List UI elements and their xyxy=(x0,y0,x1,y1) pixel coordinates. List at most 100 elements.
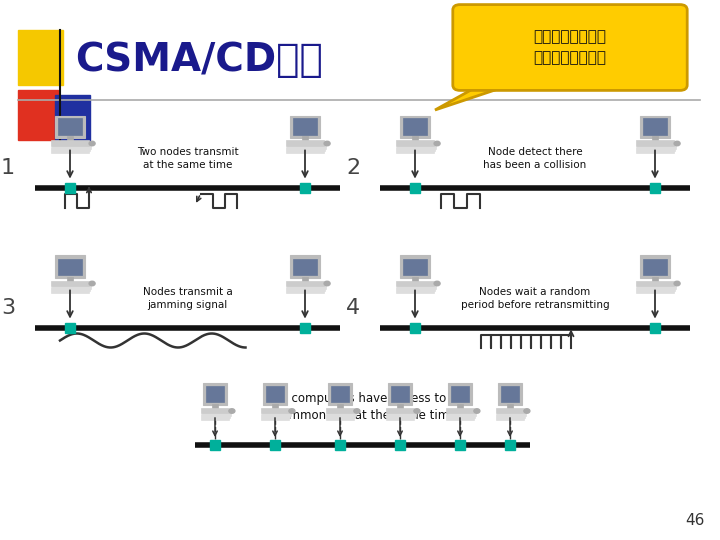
Bar xyxy=(289,116,320,138)
Bar xyxy=(505,440,515,450)
Bar xyxy=(212,404,217,409)
Bar xyxy=(66,137,73,141)
Bar xyxy=(455,440,465,450)
Bar xyxy=(639,143,675,148)
Bar xyxy=(289,255,320,278)
Bar xyxy=(210,440,220,450)
Bar xyxy=(412,276,418,281)
Bar xyxy=(446,412,475,418)
Bar xyxy=(637,285,675,291)
Bar xyxy=(53,282,91,288)
Bar xyxy=(397,145,435,151)
Text: Node detect there
has been a collision: Node detect there has been a collision xyxy=(483,147,587,170)
Bar xyxy=(53,143,91,148)
FancyBboxPatch shape xyxy=(453,5,687,90)
Bar xyxy=(18,90,58,140)
Bar xyxy=(261,412,290,418)
Text: Nodes wait a random
period before retransmitting: Nodes wait a random period before retran… xyxy=(461,287,609,309)
Bar xyxy=(403,118,427,134)
Text: 4: 4 xyxy=(346,298,360,318)
Bar xyxy=(51,146,89,152)
Bar xyxy=(288,143,325,148)
Bar xyxy=(261,408,289,413)
Circle shape xyxy=(434,141,440,146)
Bar xyxy=(51,140,89,145)
Bar xyxy=(412,137,418,141)
Circle shape xyxy=(434,281,440,286)
Bar xyxy=(398,143,436,148)
Bar xyxy=(263,410,292,416)
Bar xyxy=(53,145,90,151)
Bar xyxy=(495,414,524,420)
Bar xyxy=(300,322,310,333)
Bar xyxy=(410,322,420,333)
Bar xyxy=(293,259,317,274)
Text: Nodes transmit a
jamming signal: Nodes transmit a jamming signal xyxy=(143,287,233,309)
Bar xyxy=(272,404,278,409)
Bar xyxy=(328,383,351,405)
Bar xyxy=(202,412,230,418)
Bar xyxy=(66,276,73,281)
Bar xyxy=(203,410,231,416)
Bar xyxy=(338,404,343,409)
Circle shape xyxy=(474,409,480,413)
Bar xyxy=(203,383,227,405)
Bar xyxy=(636,140,674,145)
Bar xyxy=(335,440,345,450)
Bar xyxy=(639,255,670,278)
Bar xyxy=(55,255,85,278)
Bar xyxy=(287,146,324,152)
Bar xyxy=(287,287,324,293)
Bar xyxy=(410,183,420,192)
Bar xyxy=(396,140,433,145)
Bar xyxy=(652,137,658,141)
Bar xyxy=(391,386,409,402)
Bar xyxy=(288,282,325,288)
Bar xyxy=(637,145,675,151)
Bar xyxy=(639,116,670,138)
Bar xyxy=(325,408,354,413)
Bar xyxy=(397,285,435,291)
Bar xyxy=(58,118,82,134)
Bar xyxy=(386,414,414,420)
Bar xyxy=(302,137,308,141)
Bar xyxy=(331,386,349,402)
Bar xyxy=(18,30,63,85)
Bar xyxy=(55,116,85,138)
Bar xyxy=(388,383,412,405)
Text: 46: 46 xyxy=(685,513,705,528)
Bar xyxy=(65,322,75,333)
Bar xyxy=(449,383,472,405)
Bar xyxy=(266,386,284,402)
Circle shape xyxy=(324,281,330,286)
Bar xyxy=(451,386,469,402)
Bar xyxy=(287,285,325,291)
Bar xyxy=(495,408,524,413)
Circle shape xyxy=(324,141,330,146)
Text: All computers have access to
a common bus at the same time: All computers have access to a common bu… xyxy=(264,392,456,422)
Bar xyxy=(457,404,462,409)
Circle shape xyxy=(89,141,95,146)
Bar xyxy=(446,408,474,413)
Circle shape xyxy=(524,409,530,413)
Bar xyxy=(51,280,89,286)
Bar xyxy=(51,287,89,293)
Bar xyxy=(636,287,674,293)
Bar xyxy=(65,183,75,192)
Bar xyxy=(201,408,229,413)
Bar xyxy=(643,118,667,134)
Bar xyxy=(206,386,224,402)
Bar xyxy=(396,287,433,293)
Bar xyxy=(400,116,431,138)
Bar xyxy=(53,285,90,291)
Bar xyxy=(448,410,477,416)
Bar xyxy=(387,412,415,418)
Bar xyxy=(287,145,325,151)
Bar xyxy=(386,408,414,413)
Circle shape xyxy=(674,281,680,286)
Circle shape xyxy=(289,409,295,413)
Polygon shape xyxy=(435,85,510,110)
Bar xyxy=(498,383,522,405)
Text: 1: 1 xyxy=(1,158,15,178)
Circle shape xyxy=(414,409,420,413)
